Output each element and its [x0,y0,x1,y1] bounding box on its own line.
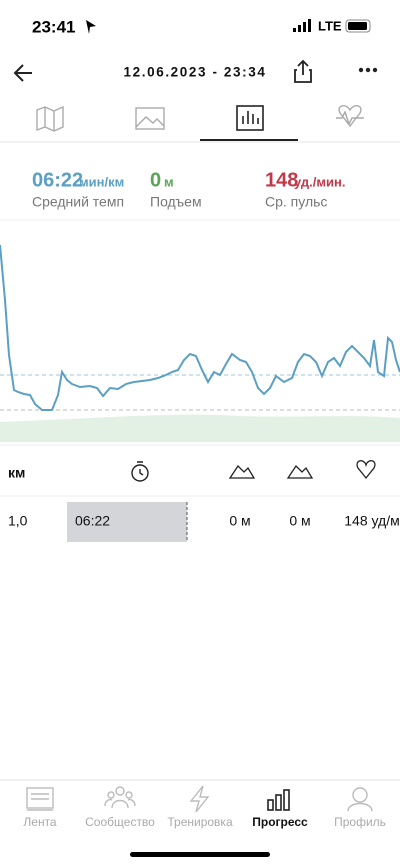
chart-tab[interactable] [236,105,264,131]
stat-value: 06:22 [32,169,83,191]
time-column-icon [131,461,149,482]
pace-bar [67,502,187,542]
table-cell: 1,0 [8,513,28,529]
status-time: 23:41 [32,17,75,36]
heart-tab[interactable] [336,105,364,128]
photo-tab[interactable] [135,107,165,130]
stat-unit: уд./мин. [294,174,345,189]
training-icon[interactable] [189,785,210,813]
progress-icon[interactable] [267,789,290,811]
home-indicator [130,852,270,857]
table-cell: 148 уд/м [344,513,399,529]
pulse-column-icon [356,460,376,480]
stat-label: Ср. пульс [265,194,327,210]
pace-line [0,244,400,411]
stat-unit: м [164,174,174,189]
stat-unit: мин/км [79,174,124,189]
elevation-area [0,414,400,442]
status-network: LTE [318,18,342,33]
back-button[interactable] [13,64,32,82]
profile-icon[interactable] [347,787,373,812]
tab-label[interactable]: Профиль [334,815,386,829]
more-button[interactable] [358,67,378,73]
tab-label[interactable]: Лента [23,815,57,829]
table-header: км [8,465,25,481]
stat-label: Подъем [150,194,202,210]
location-icon [86,20,96,34]
stat-label: Средний темп [32,194,124,210]
stat-value: 0 [150,169,161,191]
battery-icon [345,19,371,33]
table-cell: 06:22 [75,513,110,529]
tab-label[interactable]: Тренировка [167,815,233,829]
table-cell: 0 м [289,513,310,529]
feed-icon[interactable] [26,787,54,811]
battery-level [348,22,367,30]
tab-label[interactable]: Сообщество [85,815,155,829]
map-tab[interactable] [36,105,64,132]
signal-icon [293,19,311,32]
stat-value: 148 [265,169,298,191]
community-icon[interactable] [104,786,136,809]
table-cell: 0 м [229,513,250,529]
tab-label[interactable]: Прогресс [252,815,308,829]
ascent-column-icon [228,464,256,479]
descent-column-icon [286,464,314,479]
share-button[interactable] [294,59,312,83]
header-title: 12.06.2023 - 23:34 [124,65,267,80]
